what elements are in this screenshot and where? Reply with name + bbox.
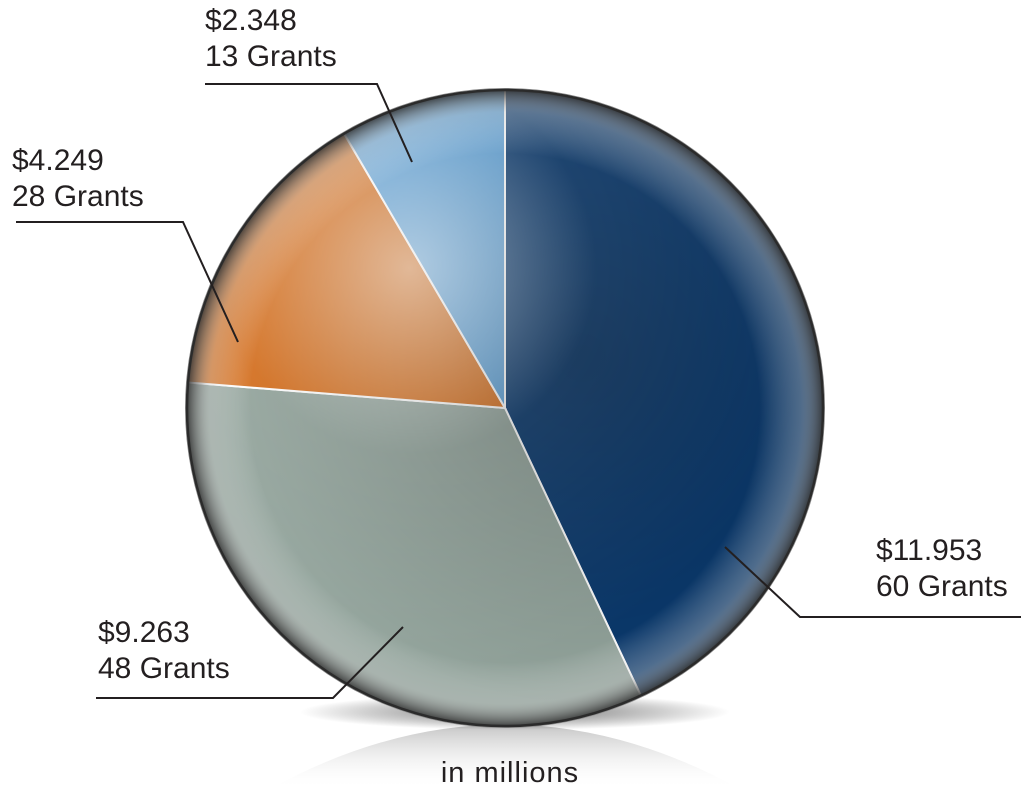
slice-value-label-3: $2.348 (205, 4, 297, 37)
slice-grants-label-2: 28 Grants (12, 180, 144, 213)
slice-value-label-0: $11.953 (876, 534, 982, 567)
sphere-outline (185, 88, 825, 728)
leader-line-0 (724, 546, 1021, 618)
sphere-reflection (270, 724, 740, 789)
sphere-overlay (185, 88, 825, 728)
leader-line-2 (16, 221, 239, 343)
slice-grants-label-1: 48 Grants (98, 652, 230, 685)
slice-grants-label-3: 13 Grants (205, 40, 337, 73)
leader-line-3 (205, 83, 413, 163)
slice-value-label-2: $4.249 (12, 144, 104, 177)
unit-note: in millions (441, 757, 579, 789)
leader-lines (16, 83, 1021, 699)
slice-grants-label-0: 60 Grants (876, 570, 1008, 603)
leader-line-1 (96, 626, 404, 699)
sphere-rim (187, 90, 823, 726)
slice-value-label-1: $9.263 (98, 616, 190, 649)
